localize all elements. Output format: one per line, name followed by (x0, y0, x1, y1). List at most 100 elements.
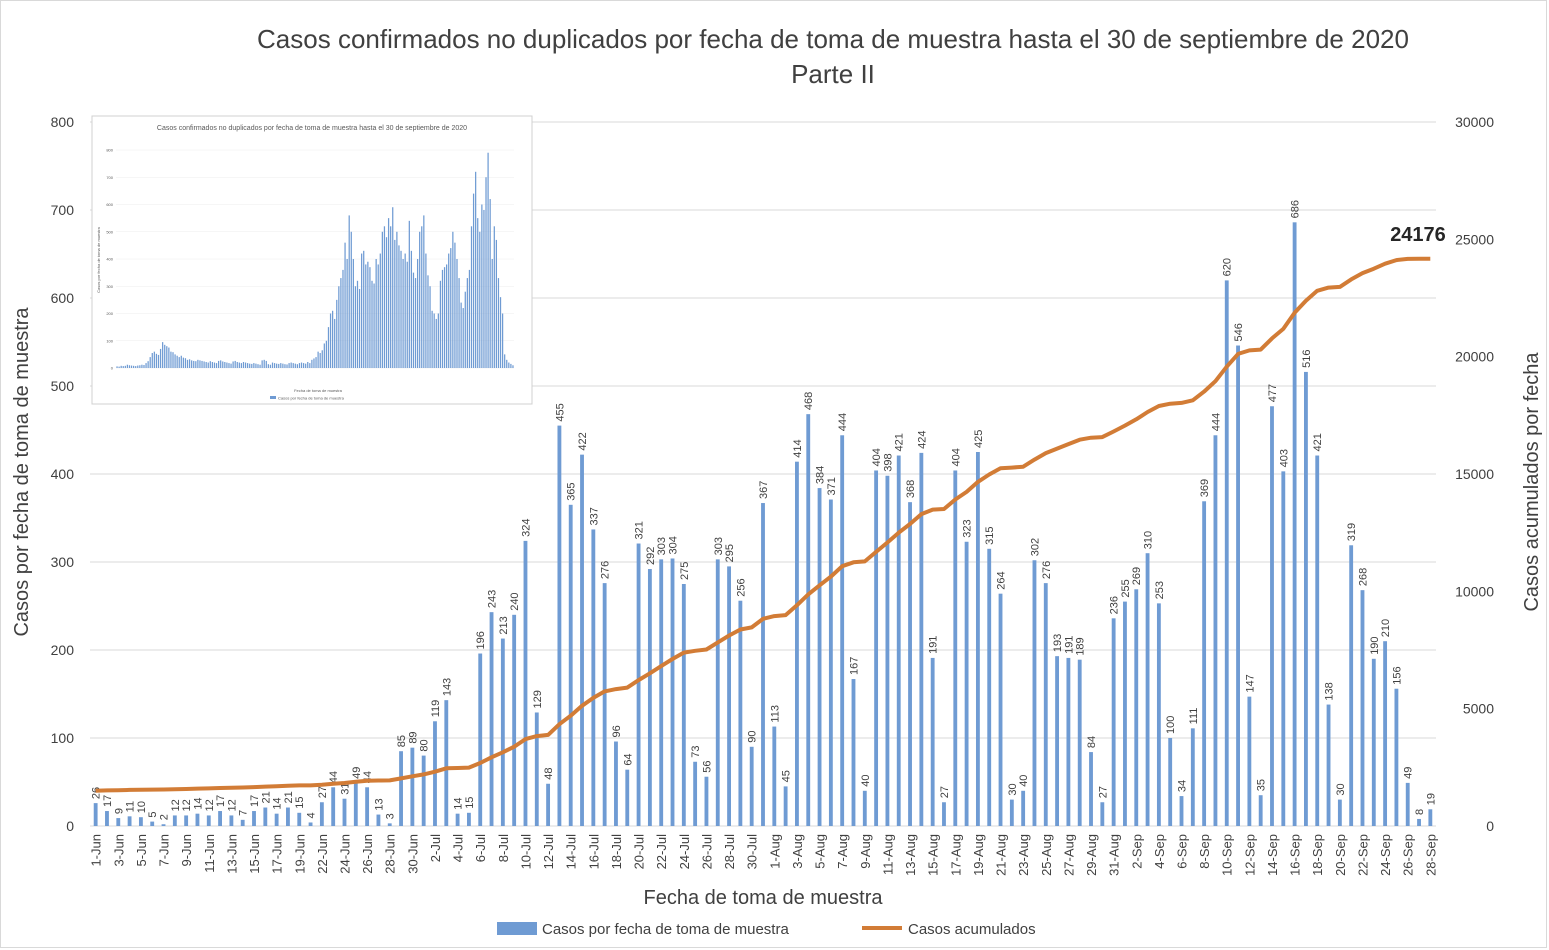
inset-bar (487, 152, 489, 368)
inset-bar (454, 242, 456, 368)
bar (738, 600, 743, 826)
inset-bar (203, 361, 205, 368)
bar (195, 813, 200, 826)
x-tick-label: 28-Jun (383, 834, 398, 874)
bar-data-label: 30 (1007, 783, 1019, 795)
x-tick-label: 24-Sep (1378, 834, 1393, 876)
inset-bar (226, 362, 228, 368)
bar-data-label: 304 (668, 536, 680, 554)
bar-data-label: 49 (1403, 767, 1415, 779)
inset-bar (342, 269, 344, 368)
bar-data-label: 275 (679, 562, 691, 580)
inset-bar (468, 269, 471, 368)
inset-bar (182, 357, 184, 368)
bar-data-label: 516 (1301, 350, 1313, 368)
inset-bar (290, 362, 292, 368)
bar (975, 452, 980, 826)
bar (1089, 752, 1093, 826)
x-tick-label: 12-Jul (541, 834, 556, 870)
bar (851, 679, 856, 826)
inset-bar (329, 313, 332, 368)
bar-data-label: 303 (656, 537, 668, 555)
bar-data-label: 240 (509, 592, 521, 610)
inset-bar (305, 363, 307, 368)
bar-data-label: 111 (1188, 708, 1200, 725)
bar-data-label: 424 (916, 431, 928, 449)
bar (365, 787, 370, 826)
bar-data-label: 421 (894, 433, 906, 451)
x-tick-label: 30-Jul (745, 834, 760, 870)
bar (614, 741, 618, 826)
x-tick-label: 26-Sep (1401, 834, 1416, 876)
inset-bar (325, 340, 328, 368)
inset-bar (448, 253, 450, 368)
bar-data-label: 10 (136, 801, 148, 813)
inset-bar (120, 365, 122, 368)
bar (761, 503, 765, 826)
inset-bar (317, 351, 319, 368)
inset-bar (406, 261, 408, 368)
inset-bar (375, 259, 377, 368)
bar-data-label: 455 (554, 403, 566, 421)
y2-tick-label: 30000 (1455, 114, 1494, 130)
inset-bar (404, 253, 406, 368)
inset-bar (433, 313, 435, 368)
inset-gridlines (116, 149, 514, 369)
bar (647, 569, 652, 826)
bar (263, 807, 268, 826)
x-tick-label: 20-Jul (632, 834, 647, 870)
inset-bar (425, 253, 427, 368)
bar (1281, 471, 1286, 826)
bar (1304, 371, 1308, 826)
x-tick-label: 22-Jul (654, 834, 669, 870)
bar-data-label: 9 (113, 808, 125, 814)
bar (885, 475, 890, 826)
inset-bar (249, 363, 251, 368)
inset-bar (336, 299, 338, 368)
inset-bar (464, 291, 466, 368)
inset-bar (348, 215, 350, 368)
bar-data-label: 17 (102, 795, 114, 807)
x-tick-label: 6-Jul (473, 834, 488, 862)
bar-data-label: 368 (905, 480, 917, 498)
inset-bar (186, 359, 189, 368)
x-tick-label: 29-Aug (1084, 834, 1099, 876)
bar-data-label: 73 (690, 746, 702, 758)
inset-bar (462, 308, 464, 368)
bar-data-label: 414 (792, 439, 804, 457)
x-tick-label: 16-Jul (586, 834, 601, 870)
bar-data-label: 12 (170, 799, 182, 811)
inset-bar (236, 362, 238, 368)
bar-data-label: 143 (441, 678, 453, 696)
bar-data-label: 295 (724, 544, 736, 562)
inset-bar (242, 362, 245, 368)
inset-y-tick: 800 (106, 148, 113, 153)
x-tick-label: 30-Jun (405, 834, 420, 874)
x-tick-label: 19-Aug (971, 834, 986, 876)
inset-bar (398, 245, 400, 368)
x-tick-label: 10-Sep (1220, 834, 1235, 876)
bar-data-label: 12 (181, 799, 193, 811)
bar (1405, 782, 1410, 826)
inset-bar (199, 360, 201, 368)
x-tick-label: 14-Sep (1265, 834, 1280, 876)
bar (783, 786, 788, 826)
bar-data-label: 384 (815, 466, 827, 484)
bar-data-label: 147 (1244, 674, 1256, 692)
bar (489, 612, 494, 826)
bar (1168, 738, 1173, 826)
inset-bar (211, 362, 214, 368)
bar-data-label: 12 (226, 799, 238, 811)
bar-data-label: 371 (826, 477, 838, 495)
inset-bar (178, 357, 180, 368)
inset-bar (475, 171, 477, 368)
inset-bar (356, 280, 359, 368)
bar (184, 815, 189, 826)
bar (749, 746, 754, 826)
bar-data-label: 236 (1109, 596, 1121, 614)
inset-bar (197, 359, 199, 368)
inset-bar (450, 248, 452, 368)
x-tick-label: 5-Jun (134, 834, 149, 867)
bar-data-label: 686 (1290, 200, 1302, 218)
x-tick-label: 26-Jul (699, 834, 714, 870)
